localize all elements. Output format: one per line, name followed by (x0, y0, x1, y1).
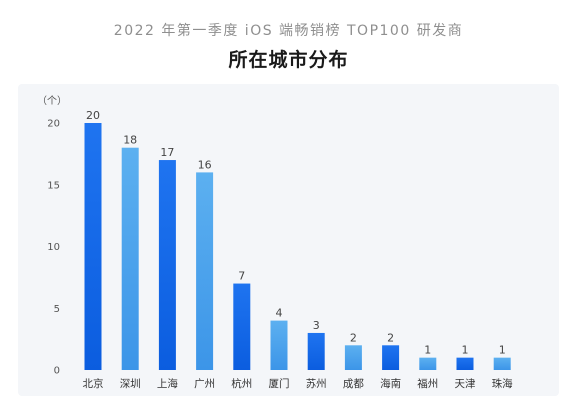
data-labels-group: 20 18 17 16 7 4 3 2 2 1 1 1 (86, 109, 506, 357)
x-tick-label: 杭州 (231, 377, 252, 390)
data-label: 1 (424, 344, 431, 357)
chart-background-panel (18, 84, 559, 396)
y-tick-label: 20 (47, 119, 60, 130)
data-label: 17 (160, 146, 174, 159)
y-unit-label: （个） (37, 95, 67, 107)
x-tick-label: 苏州 (306, 377, 327, 390)
y-tick-label: 5 (54, 304, 60, 315)
data-label: 18 (123, 134, 137, 147)
y-tick-label: 10 (47, 242, 60, 253)
bar-3 (158, 160, 176, 370)
data-label: 2 (350, 331, 357, 344)
y-axis: 0 5 10 15 20 (47, 119, 60, 377)
x-tick-label: 深圳 (120, 378, 141, 390)
y-tick-label: 0 (54, 366, 60, 377)
x-tick-label: 珠海 (492, 377, 513, 390)
bar-4 (196, 172, 214, 370)
data-label: 20 (86, 109, 100, 122)
data-label: 1 (499, 344, 506, 357)
bar-5 (233, 283, 251, 370)
x-tick-label: 福州 (417, 377, 438, 390)
bar-6 (270, 320, 288, 370)
bar-7 (307, 332, 325, 370)
bar-12 (493, 357, 511, 370)
chart-title: 2022 年第一季度 iOS 端畅销榜 TOP100 研发商 (113, 23, 464, 39)
data-label: 1 (462, 344, 469, 357)
x-tick-label: 成都 (343, 378, 364, 390)
bar-8 (344, 345, 362, 370)
x-tick-label: 海南 (380, 377, 401, 390)
bar-2 (121, 147, 139, 370)
x-tick-label: 广州 (194, 378, 215, 390)
bar-1 (84, 123, 102, 370)
y-tick-label: 15 (47, 180, 60, 191)
x-tick-label: 厦门 (269, 377, 290, 390)
data-label: 16 (198, 158, 212, 171)
bar-9 (382, 345, 400, 370)
bars-group (84, 123, 511, 370)
data-label: 3 (313, 319, 320, 332)
bar-11 (456, 357, 474, 370)
data-label: 4 (276, 307, 283, 320)
chart-subtitle: 所在城市分布 (228, 49, 349, 71)
x-tick-label: 北京 (83, 377, 104, 390)
x-tick-label: 上海 (157, 377, 178, 390)
x-axis: 北京 深圳 上海 广州 杭州 厦门 苏州 成都 海南 福州 天津 珠海 (83, 377, 514, 390)
bar-10 (419, 357, 437, 370)
x-tick-label: 天津 (455, 378, 476, 390)
data-label: 7 (238, 270, 245, 283)
data-label: 2 (387, 331, 394, 344)
